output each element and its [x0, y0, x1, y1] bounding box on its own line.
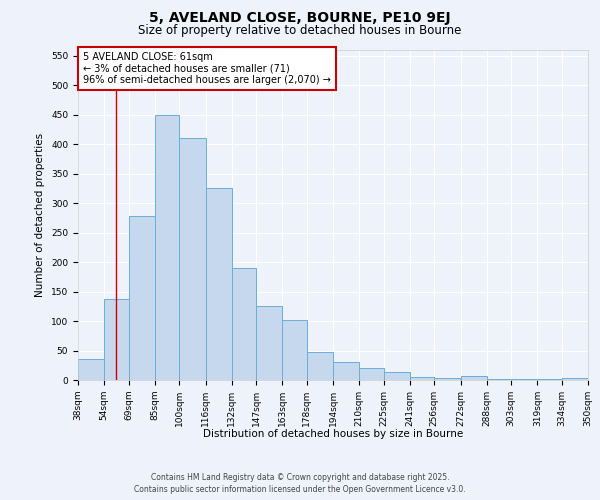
Bar	[155, 115, 179, 380]
Bar	[562, 378, 588, 380]
Bar	[359, 368, 383, 380]
Bar	[104, 298, 128, 380]
Bar	[487, 379, 511, 380]
Bar	[383, 372, 410, 380]
Text: Contains HM Land Registry data © Crown copyright and database right 2025.
Contai: Contains HM Land Registry data © Crown c…	[134, 473, 466, 494]
Bar	[410, 377, 434, 380]
Bar	[461, 376, 487, 380]
Bar	[283, 320, 307, 380]
Bar	[179, 138, 205, 380]
Bar	[232, 268, 256, 380]
Bar	[78, 360, 104, 380]
Bar	[538, 379, 562, 380]
Bar	[128, 216, 155, 380]
X-axis label: Distribution of detached houses by size in Bourne: Distribution of detached houses by size …	[203, 429, 463, 439]
Bar	[511, 379, 538, 380]
Text: 5 AVELAND CLOSE: 61sqm
← 3% of detached houses are smaller (71)
96% of semi-deta: 5 AVELAND CLOSE: 61sqm ← 3% of detached …	[83, 52, 331, 85]
Bar	[307, 352, 333, 380]
Bar	[333, 362, 359, 380]
Bar	[434, 378, 461, 380]
Text: Size of property relative to detached houses in Bourne: Size of property relative to detached ho…	[139, 24, 461, 37]
Bar	[256, 306, 283, 380]
Bar	[205, 188, 232, 380]
Text: 5, AVELAND CLOSE, BOURNE, PE10 9EJ: 5, AVELAND CLOSE, BOURNE, PE10 9EJ	[149, 11, 451, 25]
Y-axis label: Number of detached properties: Number of detached properties	[35, 133, 46, 297]
